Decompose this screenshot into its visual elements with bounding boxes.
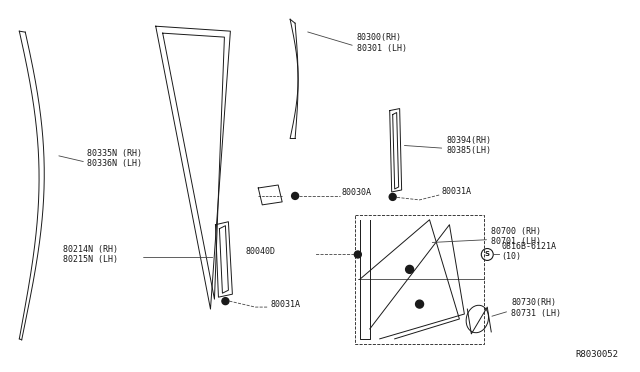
Text: 80031A: 80031A <box>442 187 472 196</box>
Text: 80031A: 80031A <box>270 299 300 309</box>
Circle shape <box>415 300 424 308</box>
Circle shape <box>355 251 362 258</box>
Text: 80214N (RH)
80215N (LH): 80214N (RH) 80215N (LH) <box>63 245 118 264</box>
Circle shape <box>389 193 396 201</box>
Text: 80300(RH)
80301 (LH): 80300(RH) 80301 (LH) <box>357 33 407 53</box>
Text: 80040D: 80040D <box>245 247 275 256</box>
Text: R8030052: R8030052 <box>576 350 619 359</box>
Text: 0816B-6121A
(10): 0816B-6121A (10) <box>501 242 556 261</box>
Text: 80394(RH)
80385(LH): 80394(RH) 80385(LH) <box>447 136 492 155</box>
Circle shape <box>292 192 299 199</box>
Text: S: S <box>484 251 490 257</box>
Circle shape <box>222 298 229 305</box>
Text: 80730(RH)
80731 (LH): 80730(RH) 80731 (LH) <box>511 298 561 318</box>
Text: 80700 (RH)
80701 (LH): 80700 (RH) 80701 (LH) <box>492 227 541 246</box>
Bar <box>355 215 484 344</box>
Text: 80335N (RH)
80336N (LH): 80335N (RH) 80336N (LH) <box>87 148 142 168</box>
Text: 80030A: 80030A <box>342 189 372 198</box>
Circle shape <box>406 265 413 273</box>
